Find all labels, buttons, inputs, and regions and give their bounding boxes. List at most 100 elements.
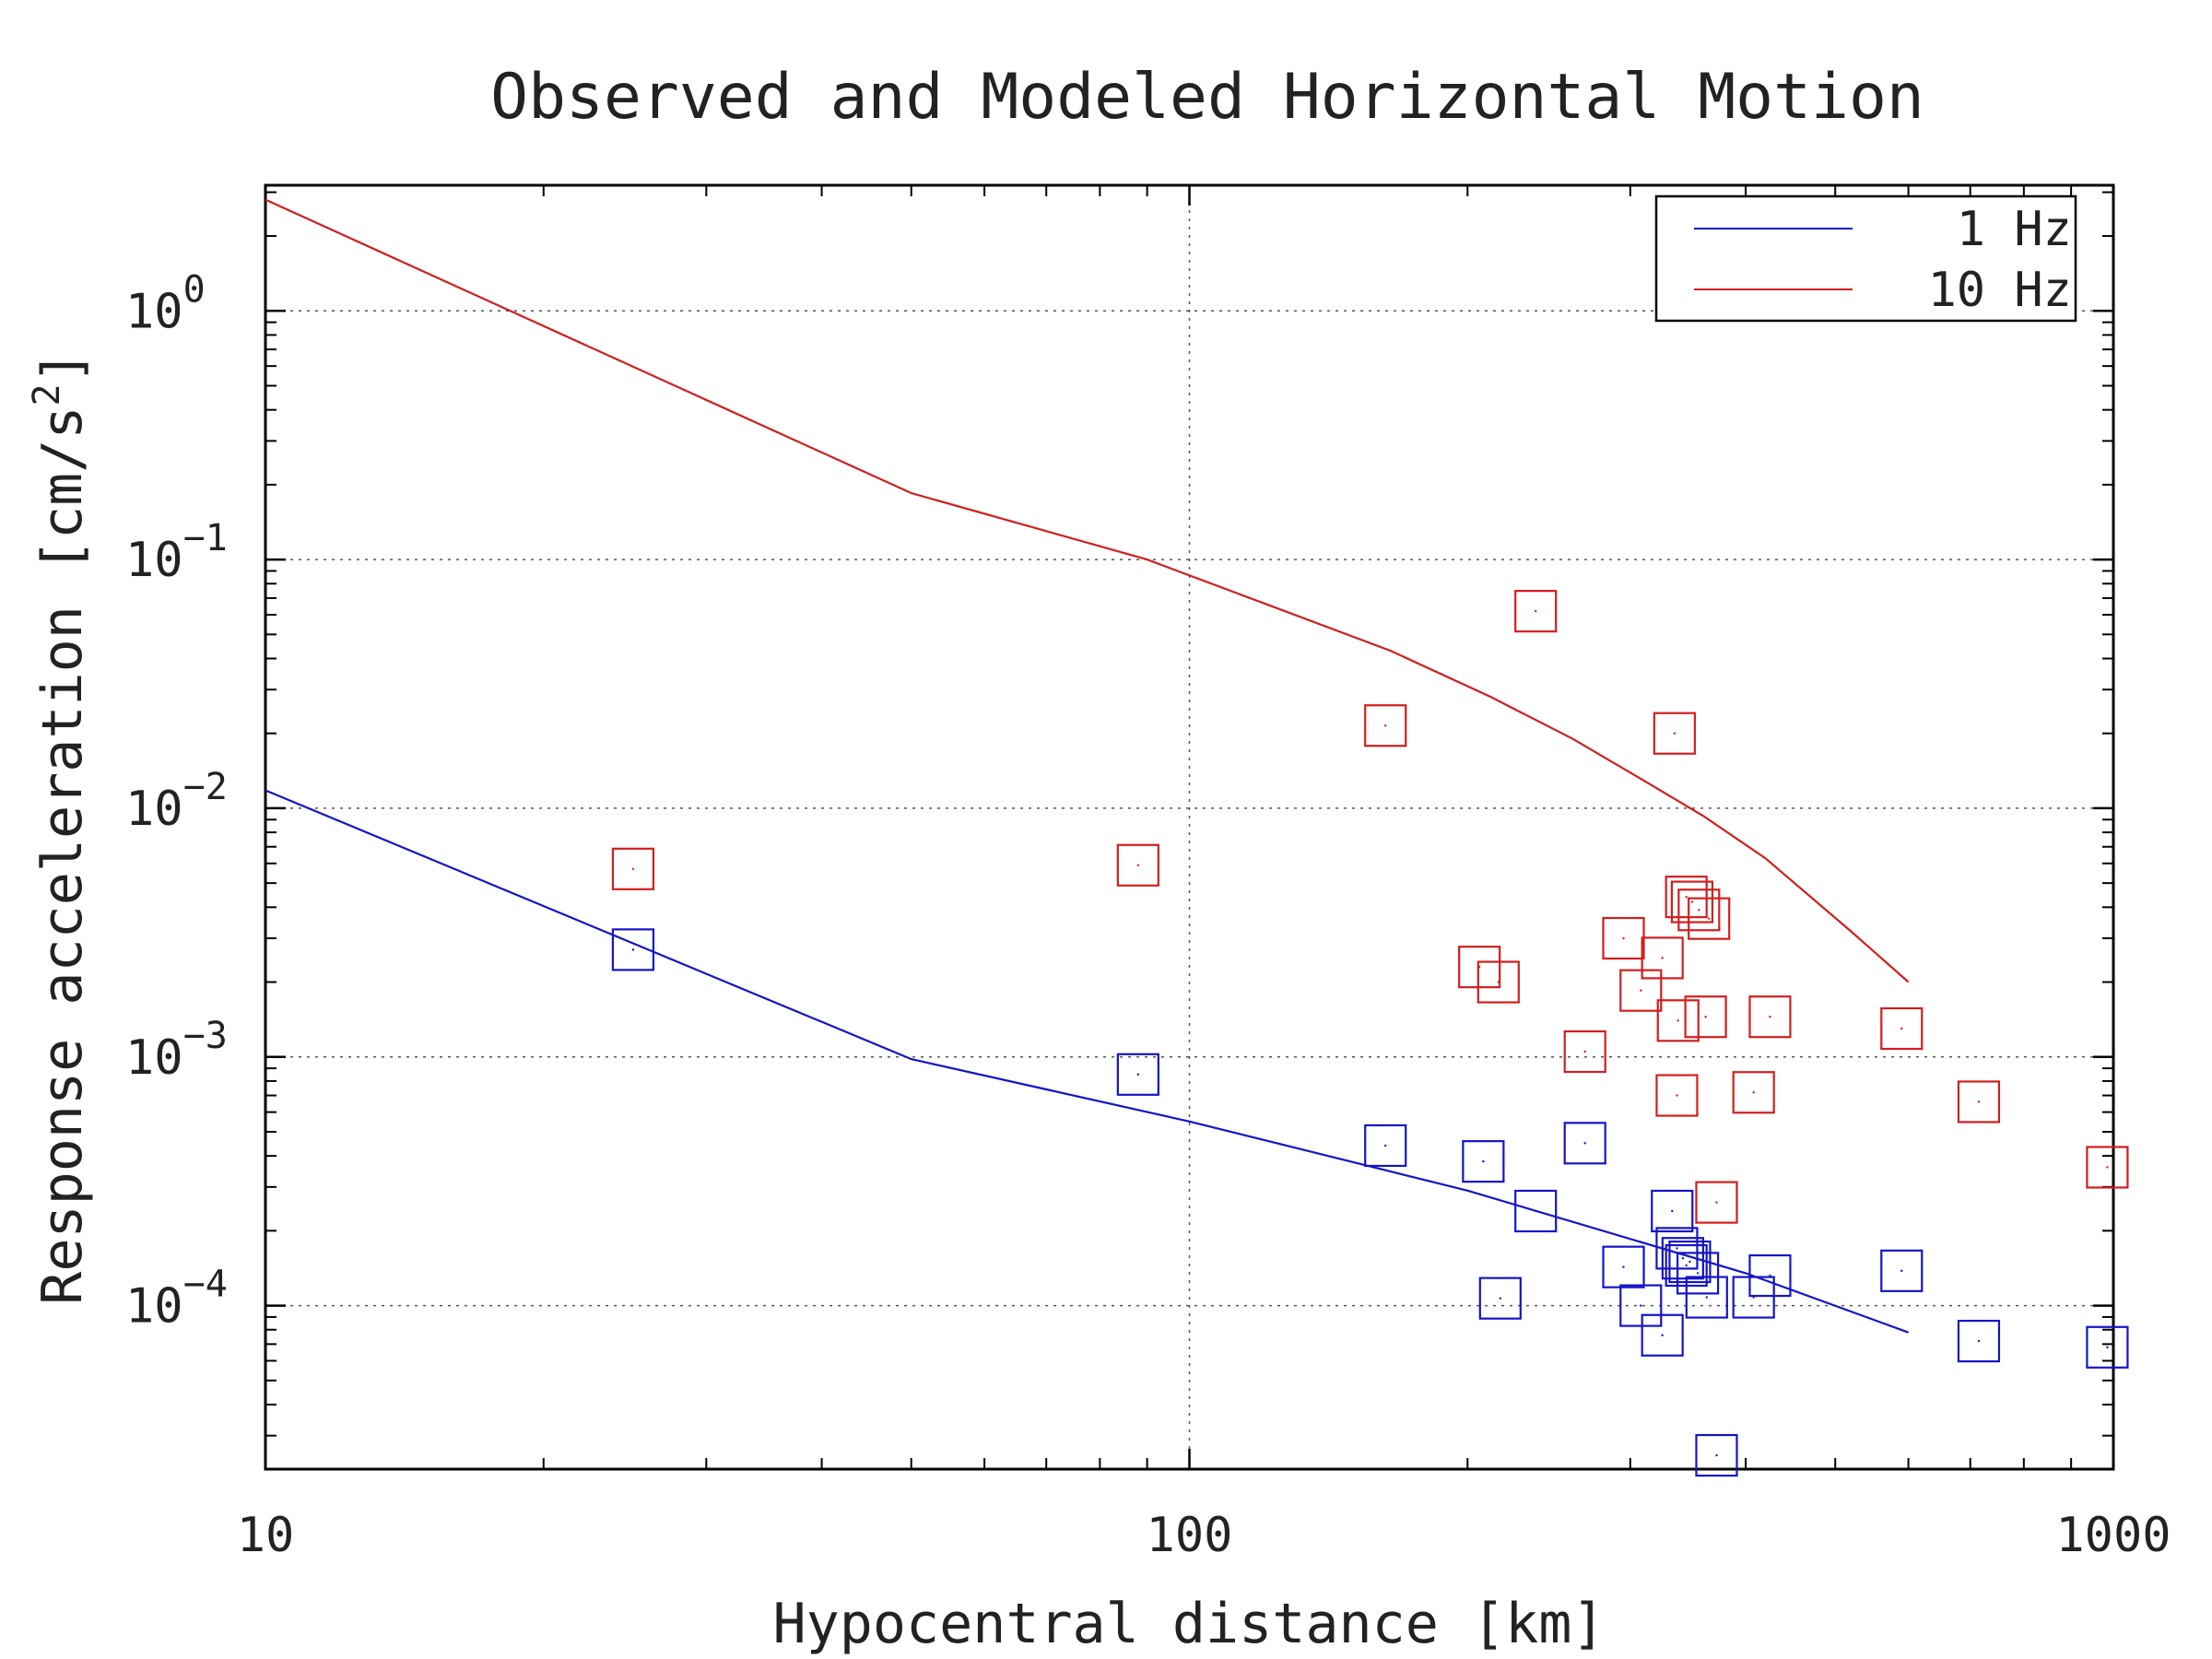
observed-point-center-1hz (1715, 1453, 1718, 1457)
observed-point-10hz (1695, 1181, 1738, 1224)
observed-point-1hz (1462, 1140, 1505, 1183)
y-tick-label-exponent: −3 (183, 1015, 228, 1057)
observed-point-1hz (1695, 1433, 1738, 1477)
y-tick-label-base: 10 (125, 1030, 183, 1086)
y-tick-label-exponent: −4 (183, 1264, 228, 1306)
x-axis-label: Hypocentral distance [km] (772, 1592, 1605, 1656)
observed-point-10hz (2086, 1146, 2129, 1189)
observed-point-1hz (1602, 1245, 1645, 1288)
x-tick-label: 10 (237, 1508, 295, 1563)
observed-point-center-10hz (1661, 957, 1664, 959)
y-tick-label: 10−2 (125, 766, 228, 837)
minor-ticks (265, 185, 2113, 1469)
observed-point-center-10hz (1673, 732, 1677, 735)
observed-point-1hz (2086, 1325, 2129, 1369)
observed-point-center-1hz (1136, 1073, 1140, 1076)
observed-point-center-1hz (1583, 1142, 1586, 1145)
observed-point-10hz (1732, 1071, 1775, 1114)
x-tick-label: 1000 (2055, 1508, 2171, 1563)
observed-point-1hz (1880, 1249, 1924, 1292)
observed-point-10hz (1116, 843, 1159, 887)
observed-point-1hz (1619, 1284, 1663, 1327)
observed-point-center-1hz (2106, 1346, 2109, 1348)
y-tick-label: 10−3 (125, 1015, 228, 1086)
observed-point-center-10hz (1497, 981, 1500, 983)
y-tick-label-base: 10 (125, 284, 183, 339)
observed-point-center-10hz (1534, 609, 1537, 613)
observed-point-10hz (1563, 1030, 1606, 1074)
observed-point-10hz (1514, 590, 1558, 633)
observed-point-center-10hz (1769, 1016, 1771, 1018)
observed-point-10hz (1748, 995, 1792, 1039)
observed-point-center-10hz (1677, 1019, 1679, 1022)
observed-point-center-10hz (1704, 1016, 1707, 1018)
observed-point-1hz (1116, 1053, 1159, 1096)
chart-title: Observed and Modeled Horizontal Motion (490, 61, 1924, 134)
y-tick-label: 100 (125, 268, 206, 339)
observed-point-center-10hz (1583, 1050, 1586, 1053)
y-tick-label-exponent: 0 (183, 268, 206, 311)
observed-point-10hz (1677, 888, 1721, 932)
y-tick-label-base: 10 (125, 533, 183, 588)
observed-point-center-1hz (1676, 1247, 1678, 1250)
observed-point-center-1hz (1622, 1265, 1625, 1268)
observed-point-center-1hz (1534, 1209, 1537, 1213)
observed-point-center-1hz (1696, 1272, 1700, 1275)
observed-point-center-10hz (1752, 1091, 1755, 1094)
observed-point-1hz (1478, 1277, 1522, 1320)
observed-point-center-10hz (1622, 936, 1625, 940)
y-tick-label-exponent: −1 (183, 517, 228, 559)
observed-point-center-1hz (1681, 1257, 1685, 1260)
legend-box (1654, 194, 2077, 323)
observed-point-1hz (1514, 1189, 1558, 1233)
observed-point-1hz (1641, 1313, 1684, 1357)
observed-point-center-10hz (1676, 1094, 1678, 1097)
observed-point-center-10hz (631, 867, 635, 871)
observed-point-center-1hz (1705, 1296, 1709, 1299)
observed-point-center-1hz (1661, 1334, 1664, 1336)
observed-point-center-10hz (1136, 864, 1140, 866)
observed-point-10hz (1684, 995, 1727, 1039)
observed-point-1hz (1651, 1189, 1694, 1233)
grid (265, 185, 2113, 1469)
observed-point-1hz (1677, 1252, 1720, 1295)
model-line-10hz (265, 198, 1910, 983)
observed-point-10hz (1458, 946, 1501, 989)
y-axis-label-main: Response acceleration [cm/s (30, 406, 95, 1304)
observed-point-1hz (1732, 1276, 1775, 1319)
observed-point-center-10hz (1707, 917, 1711, 920)
observed-point-center-10hz (1900, 1027, 1903, 1030)
observed-point-10hz (1688, 897, 1731, 940)
y-tick-label: 10−4 (125, 1264, 228, 1335)
observed-point-center-1hz (1685, 1264, 1688, 1267)
y-tick-label: 10−1 (125, 517, 228, 588)
observed-point-center-1hz (1482, 1159, 1485, 1163)
observed-point-center-1hz (631, 948, 635, 951)
y-tick-label-exponent: −2 (183, 766, 228, 808)
observed-point-10hz (1880, 1006, 1924, 1051)
observed-point-10hz (1655, 1074, 1699, 1117)
x-tick-label: 100 (1147, 1508, 1233, 1563)
y-tick-label-base: 10 (125, 1279, 183, 1335)
observed-point-10hz (1670, 880, 1714, 924)
observed-point-center-1hz (1900, 1269, 1903, 1273)
series (265, 198, 2129, 1477)
observed-point-10hz (1957, 1080, 2001, 1124)
observed-point-10hz (1641, 936, 1684, 980)
observed-point-center-1hz (1671, 1209, 1674, 1213)
y-tick-label-base: 10 (125, 782, 183, 837)
observed-point-center-10hz (1685, 895, 1688, 899)
observed-point-1hz (1661, 1237, 1704, 1280)
y-axis-label-superscript: 2 (26, 383, 68, 406)
observed-point-center-10hz (1690, 900, 1694, 903)
observed-point-1hz (1668, 1240, 1712, 1284)
observed-point-center-1hz (1769, 1274, 1771, 1277)
observed-point-10hz (1653, 712, 1696, 755)
observed-point-center-1hz (1688, 1260, 1691, 1264)
legend-label-1hz: 1 Hz (1957, 202, 2072, 257)
legend: 1 Hz 10 Hz (1654, 194, 2077, 323)
observed-point-center-10hz (1384, 724, 1387, 727)
observed-point-center-10hz (2106, 1166, 2109, 1169)
